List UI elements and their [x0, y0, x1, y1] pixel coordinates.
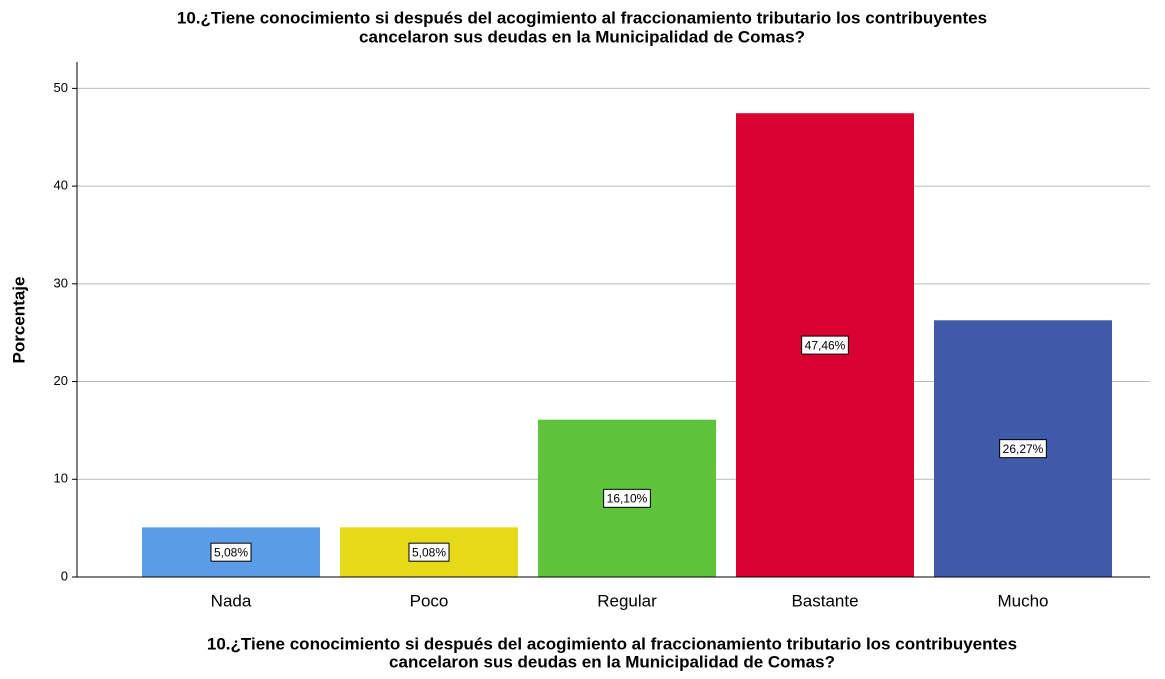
- x-tick-label: Nada: [211, 591, 252, 610]
- value-label: 47,46%: [805, 338, 846, 352]
- chart-title: 10.¿Tiene conocimiento si después del ac…: [177, 8, 987, 27]
- y-tick-label: 30: [54, 275, 68, 290]
- x-tick-label: Poco: [410, 591, 449, 610]
- y-tick-label: 20: [54, 373, 68, 388]
- x-axis-label: cancelaron sus deudas en la Municipalida…: [389, 652, 835, 671]
- value-label: 16,10%: [607, 492, 648, 506]
- x-tick-label: Bastante: [791, 591, 858, 610]
- value-label: 5,08%: [214, 545, 248, 559]
- value-label-box: [408, 542, 450, 562]
- x-tick-label: Mucho: [997, 591, 1048, 610]
- y-tick-label: 10: [54, 471, 68, 486]
- value-label-box: [999, 439, 1047, 459]
- value-label: 26,27%: [1003, 442, 1044, 456]
- x-axis-label: 10.¿Tiene conocimiento si después del ac…: [207, 634, 1017, 653]
- value-label-box: [603, 488, 651, 508]
- x-tick-label: Regular: [597, 591, 657, 610]
- y-tick-label: 40: [54, 178, 68, 193]
- y-axis-label: Porcentaje: [9, 277, 28, 364]
- value-label-box: [801, 335, 849, 355]
- chart-title: cancelaron sus deudas en la Municipalida…: [359, 27, 805, 46]
- y-tick-label: 0: [61, 568, 68, 583]
- value-label: 5,08%: [412, 545, 446, 559]
- y-tick-label: 50: [54, 80, 68, 95]
- value-label-box: [210, 542, 252, 562]
